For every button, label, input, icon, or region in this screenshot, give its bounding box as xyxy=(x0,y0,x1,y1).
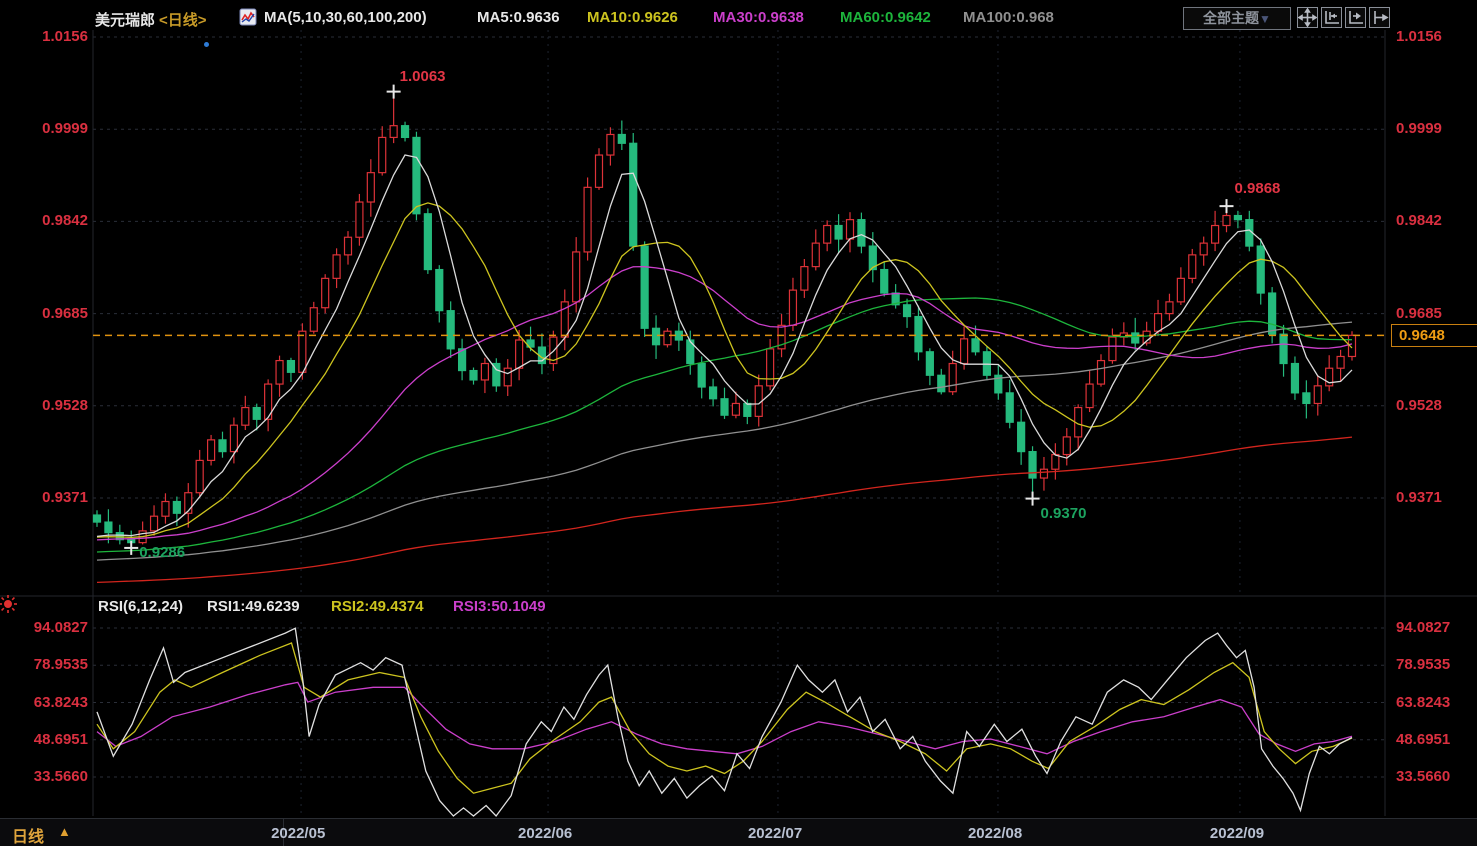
price-axis-label-left: 1.0156 xyxy=(42,28,88,45)
indicator-value-label: MA5:0.9636 xyxy=(477,9,560,26)
indicator-value-label: RSI3:50.1049 xyxy=(453,598,546,615)
ma-group-label: MA(5,10,30,60,100,200) xyxy=(264,9,427,26)
move-icon[interactable] xyxy=(1297,7,1318,28)
rsi-axis-label-right: 63.8243 xyxy=(1396,693,1451,711)
price-axis-label-left: 0.9999 xyxy=(42,120,88,138)
extreme-cross-marker xyxy=(124,540,139,555)
price-axis-label-left: 0.9528 xyxy=(42,396,88,414)
rsi-axis-label-left: 48.6951 xyxy=(33,730,88,748)
rsi-line-rsi2 xyxy=(96,642,1353,794)
price-axis-label-right: 0.9842 xyxy=(1396,212,1442,230)
rsi-line-rsi3 xyxy=(96,681,1353,755)
ma-30-line xyxy=(96,266,1353,541)
indicator-value-label: MA30:0.9638 xyxy=(713,9,804,26)
pan-right-icon[interactable] xyxy=(1369,7,1390,28)
ma-10-line xyxy=(96,202,1353,539)
price-axis-label-right: 1.0156 xyxy=(1396,28,1442,45)
period-tag: <日线> xyxy=(159,12,207,29)
extreme-price-label: 0.9370 xyxy=(1040,504,1087,522)
extreme-cross-marker xyxy=(1025,491,1040,506)
ma-60-line xyxy=(96,297,1353,553)
price-axis-label-right: 0.9371 xyxy=(1396,489,1442,506)
rsi-axis-label-left: 63.8243 xyxy=(33,693,88,711)
drawing-anchor-icon xyxy=(0,595,17,613)
chevron-down-icon: ▼ xyxy=(1259,12,1271,26)
rsi-line-rsi1 xyxy=(96,627,1353,818)
x-axis-label: 2022/05 xyxy=(271,825,326,842)
indicator-value-label: MA60:0.9642 xyxy=(840,9,931,26)
x-axis-label: 2022/07 xyxy=(747,825,803,842)
indicator-value-label: RSI2:49.4374 xyxy=(331,598,424,615)
indicator-value-label: RSI1:49.6239 xyxy=(207,598,300,615)
price-axis-label-right: 0.9999 xyxy=(1396,120,1442,138)
ma-100-line xyxy=(96,321,1353,561)
zoom-axis-left-icon[interactable] xyxy=(1321,7,1342,28)
price-axis-label-left: 0.9685 xyxy=(42,304,88,322)
price-axis-label-left: 0.9842 xyxy=(42,212,88,230)
extreme-price-label: 0.9286 xyxy=(139,543,186,561)
price-axis-label-right: 0.9685 xyxy=(1396,304,1442,322)
current-price-badge: 0.9648 xyxy=(1391,324,1477,348)
candles-down xyxy=(92,120,1311,548)
line-chart-icon[interactable] xyxy=(239,8,257,26)
marker-dot xyxy=(204,42,209,47)
period-label: 日线 xyxy=(12,829,45,846)
rsi-axis-label-left: 33.5660 xyxy=(33,768,88,785)
rsi-axis-label-left: 78.9535 xyxy=(33,656,88,674)
extreme-price-label: 0.9868 xyxy=(1234,180,1281,198)
tab-daily-period[interactable]: 日线 ▲ xyxy=(0,819,284,846)
theme-select-label: 全部主题 xyxy=(1203,10,1260,26)
triangle-up-icon: ▲ xyxy=(58,824,71,839)
extreme-price-label: 1.0063 xyxy=(399,67,446,85)
extreme-cross-marker xyxy=(386,84,401,99)
rsi-axis-label-right: 33.5660 xyxy=(1396,768,1451,785)
price-axis-label-right: 0.9528 xyxy=(1396,396,1442,414)
ma-200-line xyxy=(96,436,1353,584)
rsi-axis-label-left: 94.0827 xyxy=(33,619,88,636)
bottom-bar: 日线 ▲ 2022/05 2022/06 2022/07 2022/08 2022/09 xyxy=(0,818,1477,846)
rsi-group-label: RSI(6,12,24) xyxy=(98,598,184,615)
rsi-axis-label-right: 78.9535 xyxy=(1396,656,1451,674)
x-axis-label: 2022/06 xyxy=(518,825,573,842)
theme-select-button[interactable]: 全部主题▼ xyxy=(1183,7,1291,30)
indicator-value-label: MA100:0.968 xyxy=(963,9,1054,26)
ma-5-line xyxy=(96,154,1353,538)
x-axis-label: 2022/09 xyxy=(1209,825,1265,842)
zoom-axis-right-icon[interactable] xyxy=(1345,7,1366,28)
rsi-axis-label-right: 48.6951 xyxy=(1396,730,1451,748)
symbol-title: 美元瑞郎 xyxy=(95,12,156,29)
price-axis-label-left: 0.9371 xyxy=(42,489,88,506)
indicator-value-label: MA10:0.9626 xyxy=(587,9,678,26)
x-axis-label: 2022/08 xyxy=(967,825,1023,842)
rsi-axis-label-right: 94.0827 xyxy=(1396,619,1451,636)
extreme-cross-marker xyxy=(1219,199,1234,214)
